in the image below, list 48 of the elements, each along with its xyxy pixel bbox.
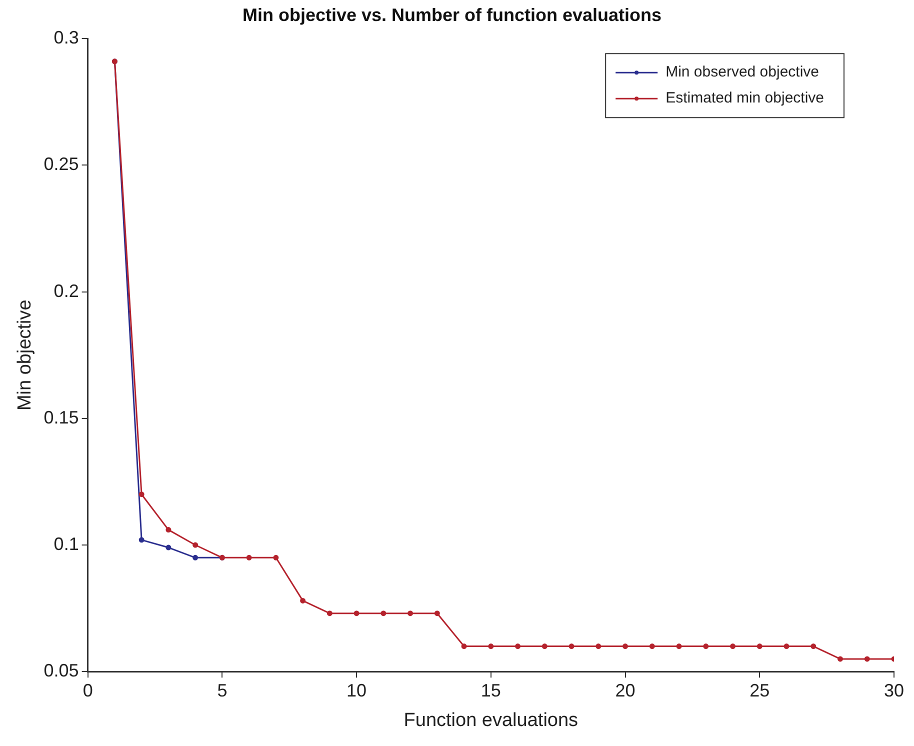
point [326, 610, 332, 616]
point [461, 644, 467, 650]
point [138, 492, 144, 498]
point [192, 542, 198, 548]
point [488, 644, 494, 650]
point [408, 610, 414, 616]
x-tick-label: 25 [750, 680, 770, 700]
point [810, 644, 816, 650]
point [273, 554, 279, 560]
chart-title: Min objective vs. Number of function evaluations [242, 4, 662, 25]
y-tick-label: 0.1 [54, 534, 79, 554]
x-tick-label: 10 [346, 680, 367, 700]
point [784, 644, 790, 650]
point [596, 644, 602, 650]
y-tick-label: 0.3 [54, 28, 79, 48]
point [568, 644, 574, 650]
point [354, 610, 360, 616]
point [756, 644, 762, 650]
point [730, 644, 736, 650]
point [300, 598, 306, 604]
x-tick-label: 5 [217, 680, 228, 700]
y-axis-title: Min objective [14, 300, 36, 411]
legend-label: Estimated min objective [666, 90, 824, 107]
point [676, 644, 682, 650]
x-tick-label: 0 [82, 680, 93, 700]
x-axis-title: Function evaluations [404, 710, 578, 731]
point [380, 610, 386, 616]
point [649, 644, 655, 650]
point [515, 644, 521, 650]
point [703, 644, 709, 650]
point [622, 644, 628, 650]
x-tick-label: 15 [480, 680, 501, 700]
y-tick-label: 0.15 [44, 407, 79, 428]
x-tick-label: 30 [884, 680, 904, 700]
point [192, 554, 198, 560]
y-tick-label: 0.25 [44, 154, 79, 174]
point [166, 544, 172, 550]
y-tick-label: 0.05 [44, 660, 79, 681]
point [542, 644, 548, 650]
point [838, 656, 844, 662]
x-tick-label: 20 [615, 680, 636, 700]
y-tick-label: 0.2 [54, 280, 79, 301]
point [434, 610, 440, 616]
point [864, 656, 870, 662]
point [138, 537, 144, 543]
point [166, 527, 172, 533]
legend-label: Min observed objective [666, 64, 820, 81]
point [246, 554, 252, 560]
